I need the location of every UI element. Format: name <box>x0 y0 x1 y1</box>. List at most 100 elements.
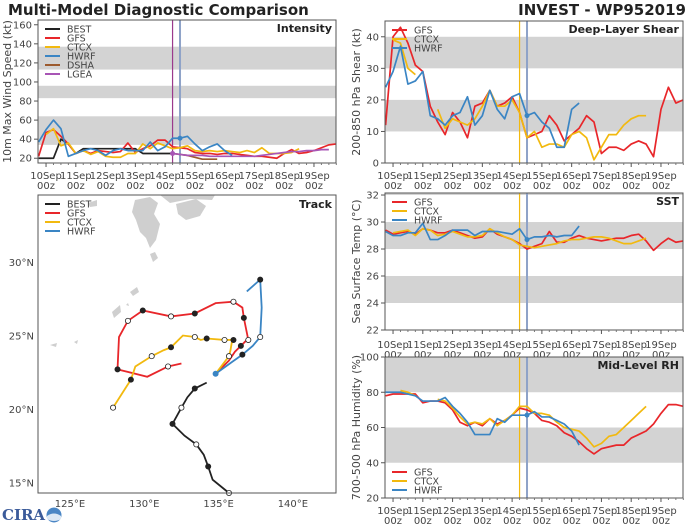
sst-series-hwrf <box>385 222 580 241</box>
intensity-ytick-label: 40 <box>19 135 32 146</box>
lon-tick-label: 140°E <box>278 499 308 510</box>
cira-logo: CIRA <box>2 505 62 524</box>
panel-title-shear: Deep-Layer Shear <box>568 23 679 36</box>
shear-xtick-hour: 00z <box>503 181 521 192</box>
rh-xtick-date: 13Sep <box>467 506 499 517</box>
intensity-ytick-label: 80 <box>19 97 32 108</box>
sst-band <box>385 193 683 196</box>
rh-ytick-label: 80 <box>366 388 379 399</box>
rh-xtick-hour: 00z <box>384 516 402 525</box>
track-line-ctcx <box>112 334 236 409</box>
legend-label-hwrf: HWRF <box>67 227 96 238</box>
sst-xtick-date: 11Sep <box>407 340 439 351</box>
rh-band <box>385 427 683 463</box>
sst-xtick-hour: 00z <box>473 350 491 361</box>
shear-ytick-label: 10 <box>366 127 379 138</box>
sst-xtick-date: 18Sep <box>615 340 647 351</box>
track-point-best <box>191 385 198 392</box>
track-point-hwrf <box>257 334 264 341</box>
track-point-ctcx <box>221 336 228 343</box>
legend-label-gfs: GFS <box>67 34 86 45</box>
rh-xtick-hour: 00z <box>473 516 491 525</box>
intensity-ytick-label: 120 <box>13 58 32 69</box>
track-frame <box>37 194 337 494</box>
track-point-best <box>205 463 212 470</box>
rh-band <box>385 357 683 393</box>
intensity-series-ctcx <box>45 127 300 159</box>
sst-xtick-hour: 00z <box>533 350 551 361</box>
rh-xtick-date: 11Sep <box>407 506 439 517</box>
lon-tick-label: 125°E <box>55 499 85 510</box>
intensity-series-best <box>38 138 173 160</box>
storm-title: INVEST - WP952019 <box>518 1 686 19</box>
main-title: Multi-Model Diagnostic Comparison <box>8 1 309 19</box>
sst-ytick-label: 26 <box>366 272 379 283</box>
track-line-hwrf <box>215 277 263 375</box>
rh-xtick-date: 18Sep <box>615 506 647 517</box>
lat-tick-label: 20°N <box>9 405 34 416</box>
sst-xtick-hour: 00z <box>563 350 581 361</box>
shear-xtick-hour: 00z <box>652 181 670 192</box>
rh-xtick-date: 15Sep <box>526 506 558 517</box>
rh-ylabel: 700-500 hPa Humidity (%) <box>350 355 363 500</box>
shear-xtick-date: 10Sep <box>377 171 409 182</box>
sst-band <box>385 276 683 304</box>
legend-label-ctcx: CTCX <box>414 35 440 46</box>
intensity-xtick-hour: 00z <box>126 181 144 192</box>
shear-marker-hwrf <box>524 113 530 119</box>
shear-xtick-date: 19Sep <box>645 171 677 182</box>
sst-xtick-hour: 00z <box>622 350 640 361</box>
rh-xtick-hour: 00z <box>503 516 521 525</box>
land-island-2 <box>130 287 139 296</box>
legend-label-gfs: GFS <box>67 209 86 220</box>
sst-ytick-label: 22 <box>366 326 379 337</box>
intensity-xtick-date: 13Sep <box>120 171 152 182</box>
sst-xtick-hour: 00z <box>414 350 432 361</box>
sst-xtick-hour: 00z <box>503 350 521 361</box>
rh-xtick-date: 17Sep <box>586 506 618 517</box>
land-island-7 <box>88 200 97 207</box>
legend-label-ctcx: CTCX <box>414 477 440 488</box>
rh-xtick-date: 10Sep <box>377 506 409 517</box>
rh-ytick-label: 20 <box>366 494 379 505</box>
legend-label-gfs: GFS <box>414 468 433 479</box>
shear-xtick-hour: 00z <box>563 181 581 192</box>
legend-label-hwrf: HWRF <box>414 44 443 55</box>
intensity-band <box>38 85 336 99</box>
intensity-xtick-hour: 00z <box>37 181 55 192</box>
intensity-ytick-label: 60 <box>19 116 32 127</box>
rh-marker-hwrf <box>524 412 530 418</box>
track-point-ctcx <box>127 376 134 383</box>
track-point-best <box>178 404 185 411</box>
track-point-best <box>193 441 200 448</box>
sst-xtick-date: 15Sep <box>526 340 558 351</box>
intensity-marker-hwrf <box>177 135 183 141</box>
land-island-3 <box>112 305 121 318</box>
intensity-xtick-hour: 00z <box>216 181 234 192</box>
legend-label-ctcx: CTCX <box>414 207 440 218</box>
shear-ytick-label: 0 <box>373 159 379 170</box>
lon-tick-label: 135°E <box>203 499 233 510</box>
sst-xtick-hour: 00z <box>652 350 670 361</box>
rh-xtick-hour: 00z <box>652 516 670 525</box>
intensity-xtick-date: 14Sep <box>149 171 181 182</box>
shear-xtick-date: 17Sep <box>586 171 618 182</box>
shear-ytick-label: 40 <box>366 32 379 43</box>
rh-xtick-hour: 00z <box>563 516 581 525</box>
legend-label-dsha: DSHA <box>67 61 94 72</box>
lat-tick-label: 25°N <box>9 332 34 343</box>
lat-tick-label: 15°N <box>9 479 34 490</box>
land-island-4 <box>126 303 129 306</box>
rh-xtick-hour: 00z <box>533 516 551 525</box>
shear-xtick-date: 18Sep <box>615 171 647 182</box>
shear-ytick-label: 20 <box>366 95 379 106</box>
shear-series-gfs <box>384 26 684 158</box>
shear-xtick-hour: 00z <box>533 181 551 192</box>
rh-ytick-label: 100 <box>360 353 379 364</box>
shear-xtick-date: 13Sep <box>467 171 499 182</box>
intensity-xtick-hour: 00z <box>156 181 174 192</box>
shear-xtick-date: 12Sep <box>437 171 469 182</box>
sst-plot-area <box>385 193 683 330</box>
track-lines: 125°E 130°E 135°E 140°E 15°N 20°N 25°N 30°N Trac… <box>9 194 337 510</box>
shear-xtick-date: 16Sep <box>556 171 588 182</box>
